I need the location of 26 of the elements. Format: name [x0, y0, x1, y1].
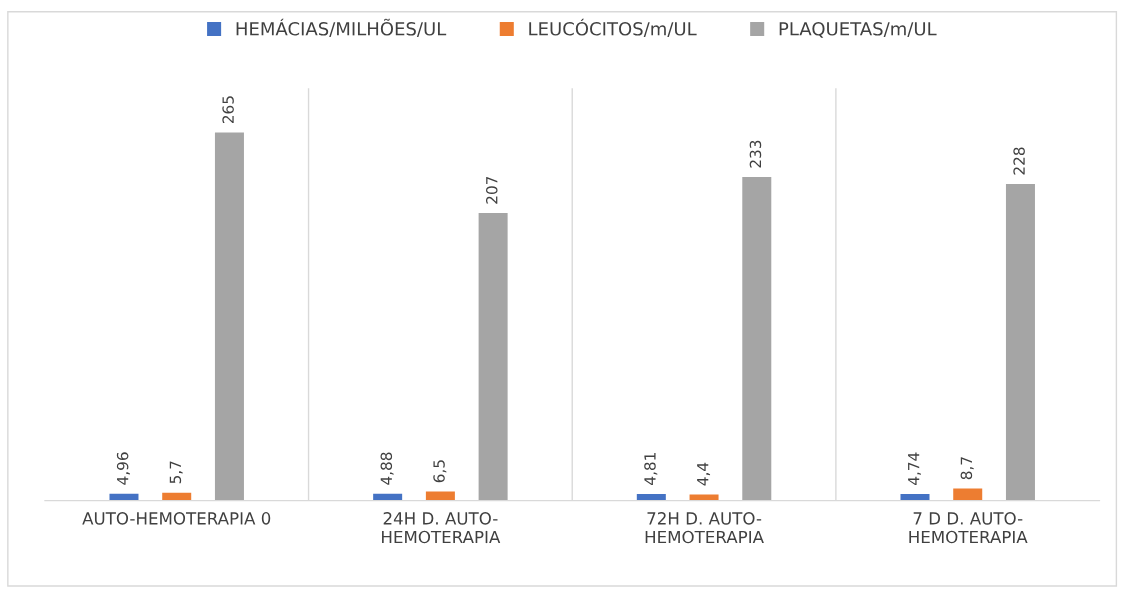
data-label: 4,96	[116, 452, 130, 485]
data-label: 207	[486, 176, 498, 204]
bar	[900, 494, 930, 501]
bar	[478, 213, 508, 501]
x-tick-label: AUTO-HEMOTERAPIA 0	[82, 512, 271, 525]
legend-label: LEUCÓCITOS/m/UL	[529, 18, 697, 38]
data-label: 265	[222, 96, 234, 124]
data-label: 228	[1013, 147, 1025, 175]
legend-label: HEMÁCIAS/MILHÕES/UL	[236, 18, 447, 38]
bar	[1005, 183, 1035, 501]
data-label: 4,4	[697, 462, 711, 486]
data-label: 8,7	[960, 457, 974, 480]
bar	[953, 488, 983, 501]
x-tick-label: 7 D D. AUTO- HEMOTERAPIA	[909, 512, 1028, 544]
bar	[214, 132, 244, 501]
data-label: 5,7	[169, 461, 183, 484]
data-label: 4,88	[380, 452, 394, 485]
data-label: 4,74	[908, 452, 921, 485]
legend-label: PLAQUETAS/m/UL	[779, 21, 937, 38]
data-label: 6,5	[433, 460, 447, 483]
data-label: 4,81	[644, 453, 658, 485]
bar	[742, 176, 772, 501]
data-label: 233	[749, 140, 762, 168]
x-tick-label: 72H D. AUTO- HEMOTERAPIA	[645, 512, 764, 544]
bar	[636, 493, 666, 501]
x-tick-label: 24H D. AUTO- HEMOTERAPIA	[382, 512, 501, 544]
